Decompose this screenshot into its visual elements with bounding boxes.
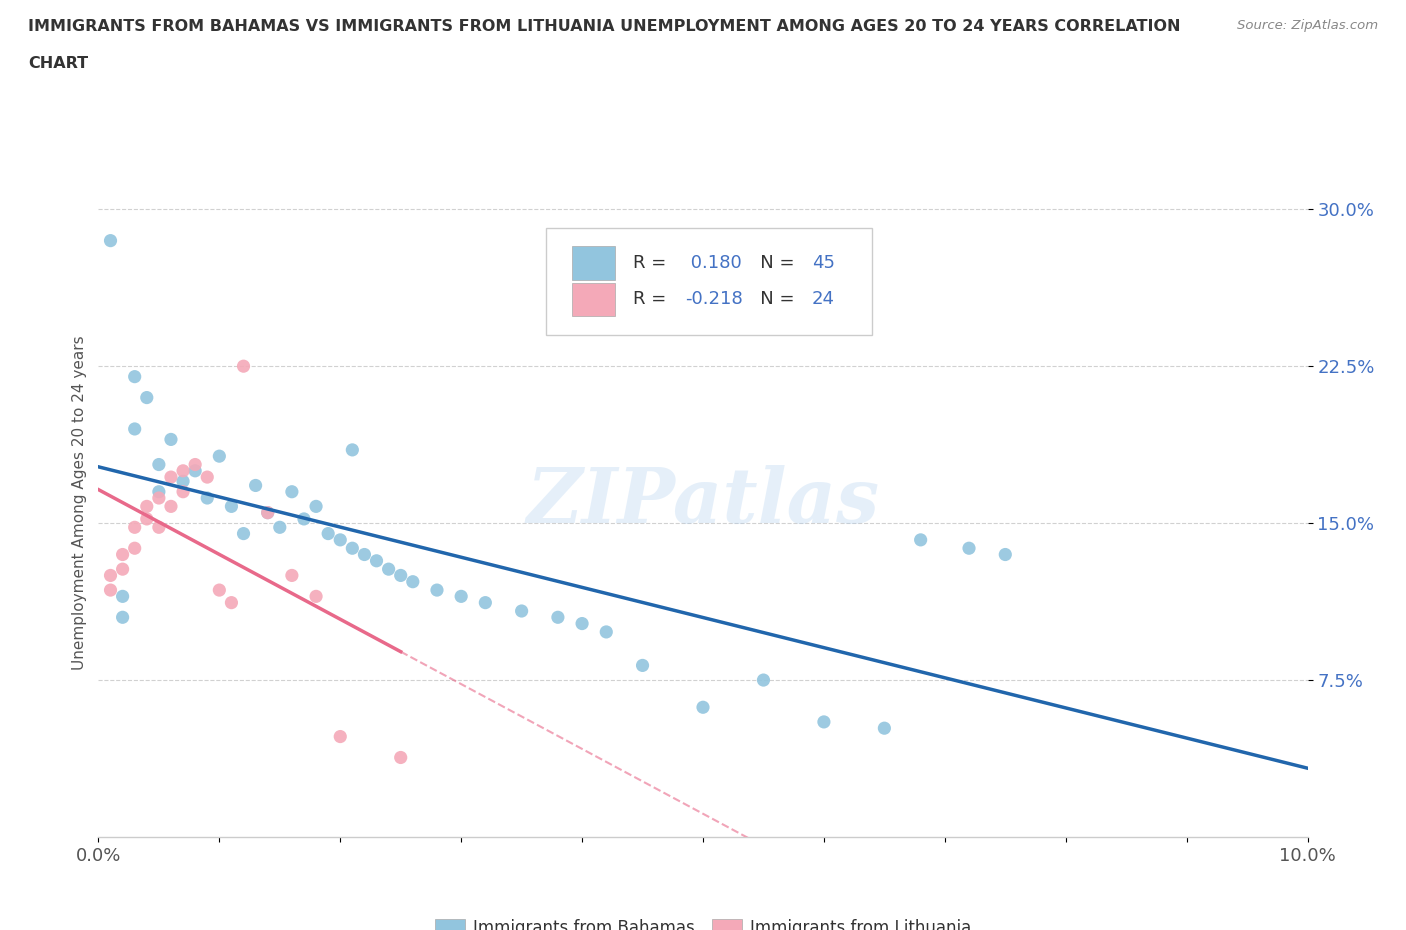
Y-axis label: Unemployment Among Ages 20 to 24 years: Unemployment Among Ages 20 to 24 years [72,335,87,670]
Point [245,478,267,493]
Point [595,625,617,640]
Point [256,505,278,520]
Point [232,359,254,374]
Point [316,526,339,541]
FancyBboxPatch shape [572,246,614,280]
Point [292,512,315,526]
Text: N =: N = [742,254,800,272]
Point [100,233,122,248]
Point [111,547,134,562]
Point [172,474,194,489]
Point [281,568,304,583]
Point [135,499,157,514]
Point [232,526,254,541]
Point [366,553,388,568]
Point [160,499,183,514]
Point [160,432,183,447]
Point [195,470,218,485]
Point [208,582,231,598]
Point [208,449,231,464]
Text: 45: 45 [811,254,835,272]
Point [100,582,122,598]
Point [100,568,122,583]
FancyBboxPatch shape [572,283,614,316]
Point [148,485,170,499]
Text: ZIPatlas: ZIPatlas [526,465,880,539]
Point [124,421,146,436]
Point [813,714,835,729]
Point [342,541,364,556]
Point [172,463,194,478]
Point [873,721,896,736]
Point [160,470,183,485]
Point [426,582,449,598]
Point [111,562,134,577]
Point [269,520,291,535]
Point [221,499,243,514]
Point [752,672,775,687]
Point [124,520,146,535]
Point [692,700,714,715]
Text: Source: ZipAtlas.com: Source: ZipAtlas.com [1237,19,1378,32]
Point [342,443,364,458]
Point [957,541,980,556]
FancyBboxPatch shape [546,228,872,335]
Point [124,369,146,384]
Text: R =: R = [633,290,672,309]
Point [389,568,412,583]
Text: IMMIGRANTS FROM BAHAMAS VS IMMIGRANTS FROM LITHUANIA UNEMPLOYMENT AMONG AGES 20 : IMMIGRANTS FROM BAHAMAS VS IMMIGRANTS FR… [28,19,1181,33]
Point [256,505,278,520]
Point [474,595,496,610]
Point [571,617,593,631]
Point [135,512,157,526]
Point [353,547,375,562]
Point [195,491,218,506]
Point [329,729,352,744]
Point [329,532,352,547]
Point [994,547,1017,562]
Point [221,595,243,610]
Point [148,458,170,472]
Point [510,604,533,618]
Point [305,589,328,604]
Point [184,458,207,472]
Point [389,750,412,764]
Point [281,485,304,499]
Point [148,491,170,506]
Point [547,610,569,625]
Point [402,575,425,590]
Point [377,562,399,577]
Point [450,589,472,604]
Point [111,589,134,604]
Point [124,541,146,556]
Point [148,520,170,535]
Point [135,391,157,405]
Point [910,532,932,547]
Legend: Immigrants from Bahamas, Immigrants from Lithuania: Immigrants from Bahamas, Immigrants from… [429,912,977,930]
Point [305,499,328,514]
Text: N =: N = [742,290,800,309]
Point [184,463,207,478]
Point [631,658,654,673]
Point [172,485,194,499]
Text: R =: R = [633,254,672,272]
Text: -0.218: -0.218 [685,290,742,309]
Text: 0.180: 0.180 [685,254,741,272]
Point [111,610,134,625]
Text: 24: 24 [811,290,835,309]
Text: CHART: CHART [28,56,89,71]
